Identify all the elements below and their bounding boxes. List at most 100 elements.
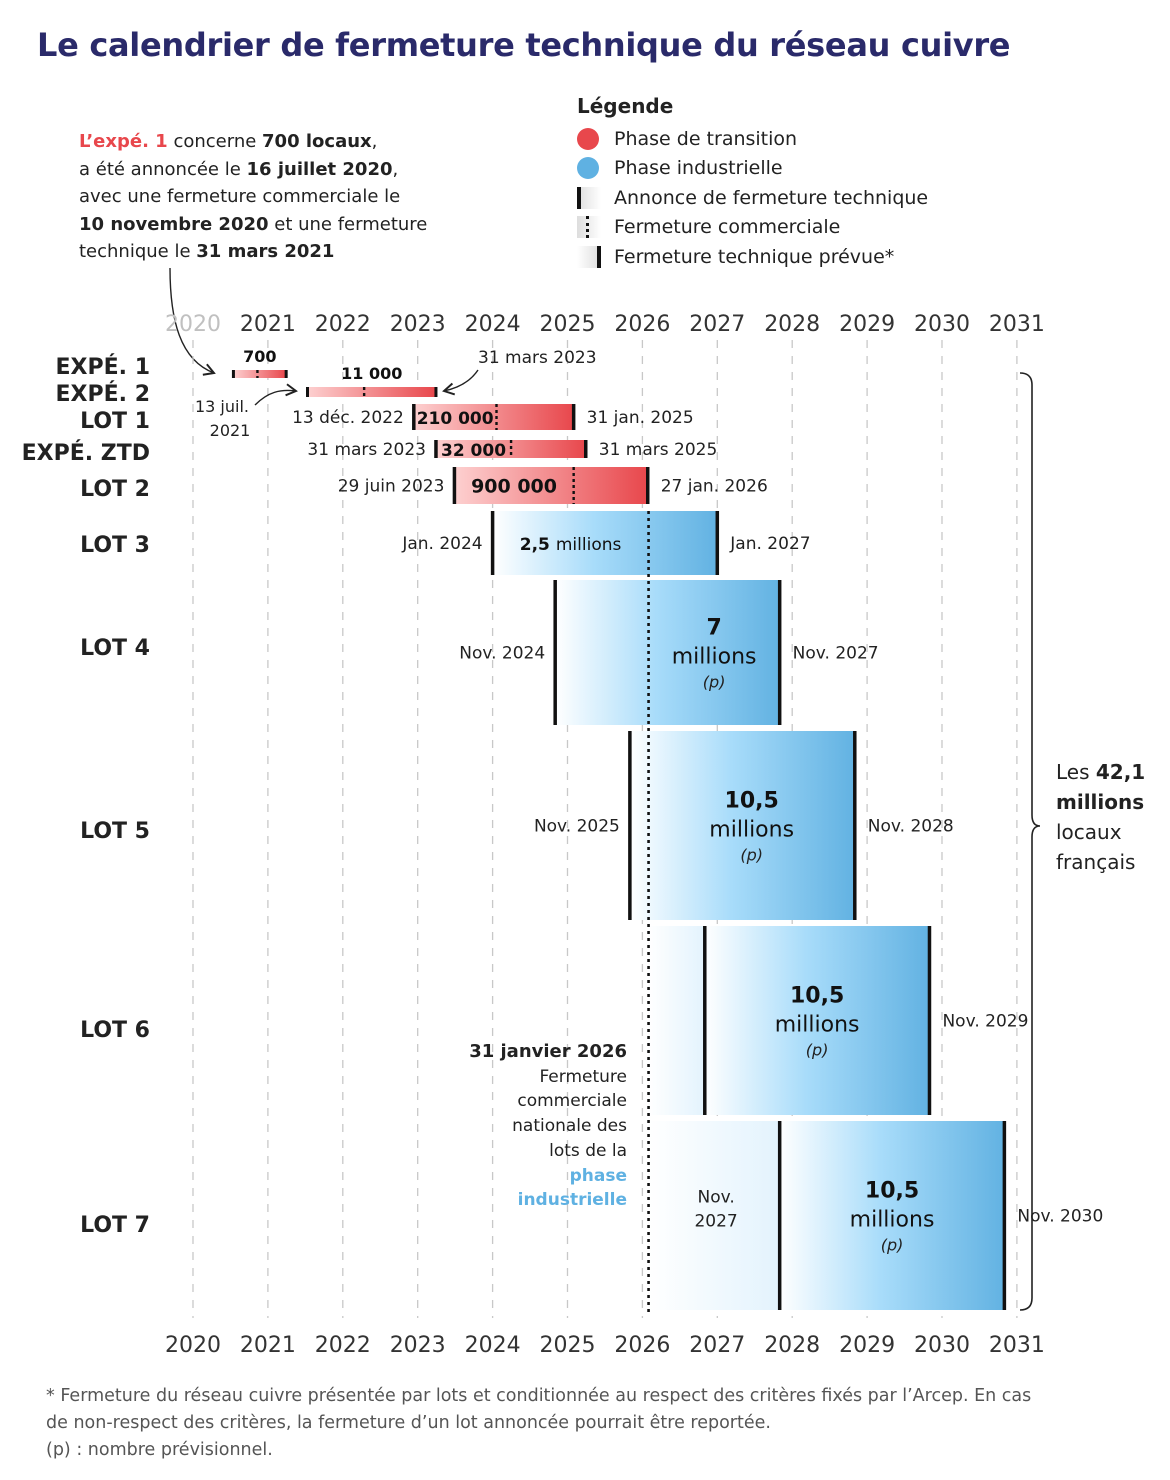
end-arrow — [442, 369, 479, 396]
annotation-segment: concerne — [167, 131, 263, 152]
x-tick-top: 2021 — [240, 312, 296, 337]
row-label: LOT 4 — [80, 636, 150, 661]
legend-title: Légende — [577, 94, 674, 118]
page-title: Le calendrier de fermeture technique du … — [37, 26, 1011, 64]
x-tick-bottom: 2031 — [989, 1333, 1045, 1358]
note-highlight: industrielle — [517, 1190, 627, 1211]
bar-transition — [307, 387, 436, 397]
row-label: EXPÉ. ZTD — [22, 440, 150, 466]
x-tick-top: 2027 — [689, 312, 745, 337]
value: 32 000 — [441, 441, 506, 461]
note-highlight: phase — [569, 1165, 627, 1186]
note-line: lots de la — [549, 1140, 627, 1161]
value: 900 000 — [471, 476, 557, 498]
value-label: 700 — [243, 347, 276, 366]
end-date-label: 27 jan. 2026 — [661, 477, 768, 497]
legend-label: Phase industrielle — [614, 157, 783, 180]
end-date-label: 31 mars 2025 — [599, 440, 718, 460]
value-label: 210 000 — [417, 409, 494, 429]
total-value: 42,1 — [1095, 760, 1146, 784]
unit: millions — [556, 535, 622, 555]
row-e1: EXPÉ. 1 700 — [56, 347, 288, 380]
legend-label: Fermeture commerciale — [614, 216, 841, 239]
row-l3: LOT 3 2,5 millions Jan. 2024 Jan. 2027 — [80, 511, 811, 575]
end-date-label: 31 jan. 2025 — [587, 408, 694, 428]
note-line: nationale des — [512, 1116, 627, 1137]
x-tick-bottom: 2021 — [240, 1333, 296, 1358]
end-date-label: Nov. 2027 — [793, 644, 879, 664]
annotation-segment: technique le — [79, 241, 197, 262]
x-tick-top: 2029 — [839, 312, 895, 337]
annotation-segment: , — [371, 131, 378, 152]
legend-label: Phase de transition — [614, 127, 798, 150]
total-line: français — [1056, 850, 1136, 874]
row-label: LOT 1 — [80, 409, 150, 434]
legend-label: Fermeture technique prévue* — [614, 245, 895, 268]
total-line: locaux — [1056, 820, 1122, 844]
value-label: 10,5 — [725, 789, 779, 814]
total-pre: Les — [1056, 760, 1096, 784]
start-date-label: Jan. 2024 — [401, 534, 482, 554]
dotted-line-icon — [577, 216, 601, 239]
bar-industrial — [629, 731, 855, 920]
start-date-line: 2021 — [210, 421, 251, 440]
x-tick-top: 2025 — [540, 312, 596, 337]
provisional-note: (p) — [740, 846, 763, 865]
footnote-line: * Fermeture du réseau cuivre présentée p… — [46, 1386, 1032, 1406]
value-label: 900 000 — [471, 476, 557, 498]
end-date-label: Nov. 2028 — [868, 817, 954, 837]
x-tick-bottom: 2028 — [764, 1333, 820, 1358]
end-bar-icon — [577, 245, 601, 268]
legend-item: Fermeture commerciale — [577, 213, 928, 243]
footnote-line: de non-respect des critères, la fermetur… — [46, 1413, 771, 1433]
value: 2,5 — [520, 535, 550, 555]
start-date-line: 13 juil. — [195, 397, 249, 416]
unit-label: millions — [850, 1208, 935, 1233]
legend: Légende Phase de transition Phase industr… — [577, 94, 928, 272]
footnote-line: (p) : nombre prévisionnel. — [46, 1440, 273, 1460]
start-date-line: 2027 — [694, 1212, 737, 1232]
x-tick-bottom: 2026 — [614, 1333, 670, 1358]
start-date-label: Nov. 2024 — [459, 644, 545, 664]
footnote: * Fermeture du réseau cuivre présentée p… — [46, 1383, 1126, 1464]
x-tick-top: 2020 — [165, 312, 221, 337]
value: 210 000 — [417, 409, 494, 429]
annotation-segment: et une fermeture — [268, 213, 428, 235]
bar-transition — [233, 370, 287, 378]
end-date-label: Nov. 2029 — [942, 1012, 1028, 1032]
annotation-segment: 16 juillet 2020 — [246, 158, 393, 180]
start-date-label: 29 juin 2023 — [338, 477, 445, 497]
value-label: 11 000 — [341, 364, 402, 383]
annotation-segment: 700 locaux — [262, 131, 372, 152]
start-date-label: 13 déc. 2022 — [292, 408, 404, 428]
total-note: Les 42,1 millions locaux français — [1056, 757, 1145, 877]
bar-industrial — [492, 511, 718, 575]
row-label: LOT 7 — [80, 1213, 150, 1238]
row-l2: LOT 2 900 000 29 juin 2023 27 jan. 2026 — [80, 467, 768, 504]
start-date-label: Nov. 2027 — [694, 1188, 737, 1232]
row-e2: EXPÉ. 2 11 000 13 juil. 2021 31 mars 2023 — [56, 348, 597, 440]
legend-label: Annonce de fermeture technique — [614, 186, 929, 209]
total-line: millions — [1056, 790, 1145, 814]
expe1-annotation: L’expé. 1 concerne 700 locaux, a été anno… — [79, 128, 459, 266]
value-label: 2,5 millions — [520, 535, 622, 555]
bar-transition — [454, 467, 648, 504]
legend-item: Fermeture technique prévue* — [577, 242, 928, 272]
legend-item: Phase de transition — [577, 124, 928, 154]
provisional-note: (p) — [881, 1236, 904, 1255]
unit-label: millions — [775, 1013, 860, 1038]
x-tick-top: 2022 — [315, 312, 371, 337]
commercial-national-note: 31 janvier 2026 Fermeture commerciale natio… — [469, 1040, 627, 1213]
start-bar-icon — [577, 186, 601, 209]
x-tick-top: 2024 — [465, 312, 521, 337]
note-line: Fermeture — [539, 1066, 627, 1087]
start-arrow — [254, 383, 298, 406]
x-tick-bottom: 2022 — [315, 1333, 371, 1358]
annotation-segment: L’expé. 1 — [79, 131, 168, 152]
unit-label: millions — [672, 645, 757, 670]
row-l1: LOT 1 210 000 13 déc. 2022 31 jan. 2025 — [80, 404, 694, 434]
row-label: LOT 6 — [80, 1018, 150, 1043]
row-label: EXPÉ. 1 — [56, 354, 150, 380]
